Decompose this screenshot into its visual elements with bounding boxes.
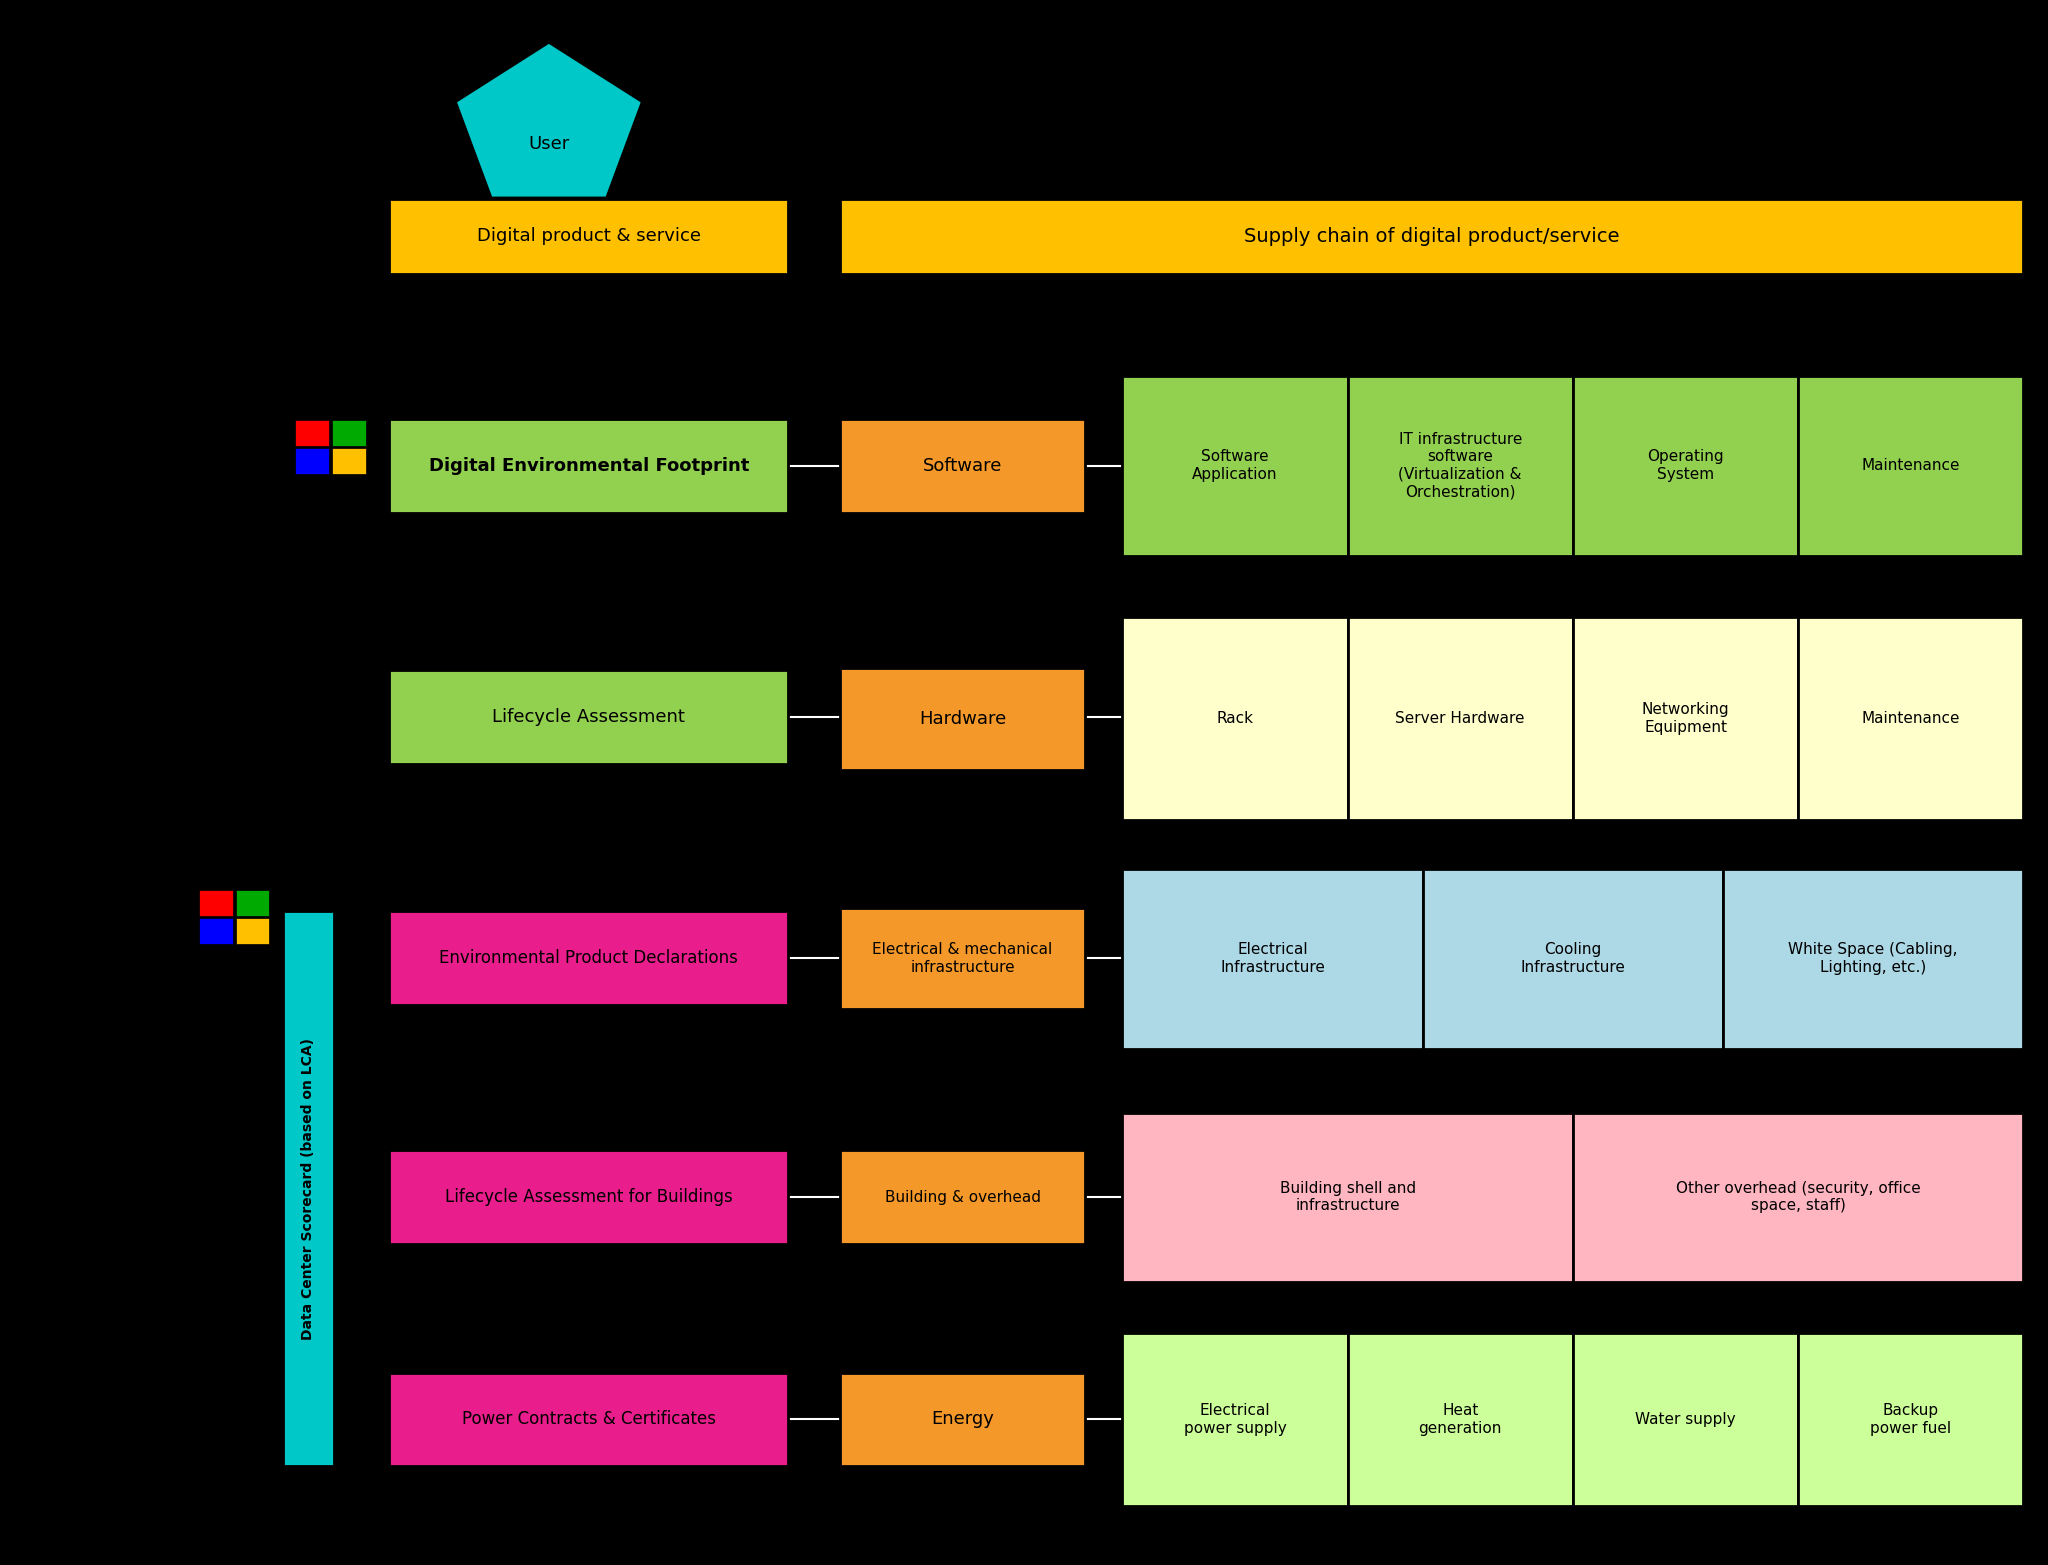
Text: Electrical
Infrastructure: Electrical Infrastructure bbox=[1221, 942, 1325, 975]
Text: Other overhead (security, office
space, staff): Other overhead (security, office space, … bbox=[1675, 1182, 1921, 1213]
Bar bbox=[295, 419, 330, 446]
Bar bbox=[236, 889, 270, 916]
FancyBboxPatch shape bbox=[840, 1373, 1085, 1466]
FancyBboxPatch shape bbox=[1722, 869, 2023, 1049]
Text: Software
Application: Software Application bbox=[1192, 449, 1278, 482]
FancyBboxPatch shape bbox=[1573, 1113, 2023, 1282]
FancyBboxPatch shape bbox=[1122, 376, 1348, 556]
FancyBboxPatch shape bbox=[840, 668, 1085, 770]
Text: Water supply: Water supply bbox=[1634, 1412, 1737, 1427]
FancyBboxPatch shape bbox=[1122, 1113, 1573, 1282]
FancyBboxPatch shape bbox=[1122, 869, 1423, 1049]
Text: Electrical & mechanical
infrastructure: Electrical & mechanical infrastructure bbox=[872, 942, 1053, 975]
Text: Rack: Rack bbox=[1217, 711, 1253, 726]
Bar bbox=[236, 917, 270, 944]
FancyBboxPatch shape bbox=[1573, 617, 1798, 820]
Text: Server Hardware: Server Hardware bbox=[1395, 711, 1526, 726]
FancyBboxPatch shape bbox=[283, 911, 334, 1466]
Text: Electrical
power supply: Electrical power supply bbox=[1184, 1404, 1286, 1435]
FancyBboxPatch shape bbox=[1798, 1333, 2023, 1506]
FancyBboxPatch shape bbox=[840, 1150, 1085, 1244]
Text: Maintenance: Maintenance bbox=[1862, 459, 1960, 473]
FancyBboxPatch shape bbox=[1423, 869, 1722, 1049]
FancyBboxPatch shape bbox=[840, 908, 1085, 1009]
FancyBboxPatch shape bbox=[1798, 376, 2023, 556]
Text: Digital Environmental Footprint: Digital Environmental Footprint bbox=[428, 457, 750, 476]
FancyBboxPatch shape bbox=[1573, 376, 1798, 556]
FancyBboxPatch shape bbox=[389, 199, 788, 274]
Text: Power Contracts & Certificates: Power Contracts & Certificates bbox=[461, 1410, 717, 1429]
Text: Cooling
Infrastructure: Cooling Infrastructure bbox=[1520, 942, 1626, 975]
FancyBboxPatch shape bbox=[1348, 1333, 1573, 1506]
FancyBboxPatch shape bbox=[1348, 617, 1573, 820]
Text: Building shell and
infrastructure: Building shell and infrastructure bbox=[1280, 1182, 1415, 1213]
Text: White Space (Cabling,
Lighting, etc.): White Space (Cabling, Lighting, etc.) bbox=[1788, 942, 1958, 975]
FancyBboxPatch shape bbox=[389, 1373, 788, 1466]
Text: Energy: Energy bbox=[932, 1410, 993, 1429]
Bar bbox=[295, 448, 330, 474]
Polygon shape bbox=[455, 42, 643, 197]
Text: Software: Software bbox=[924, 457, 1001, 476]
Bar bbox=[199, 889, 233, 916]
Text: Lifecycle Assessment for Buildings: Lifecycle Assessment for Buildings bbox=[444, 1188, 733, 1207]
Text: Digital product & service: Digital product & service bbox=[477, 227, 700, 246]
Bar bbox=[332, 419, 367, 446]
Bar bbox=[199, 917, 233, 944]
Bar bbox=[332, 448, 367, 474]
FancyBboxPatch shape bbox=[1122, 1333, 1348, 1506]
Text: Heat
generation: Heat generation bbox=[1419, 1404, 1501, 1435]
Text: Maintenance: Maintenance bbox=[1862, 711, 1960, 726]
Text: Supply chain of digital product/service: Supply chain of digital product/service bbox=[1243, 227, 1620, 246]
Text: Networking
Equipment: Networking Equipment bbox=[1642, 703, 1729, 734]
FancyBboxPatch shape bbox=[389, 419, 788, 513]
Text: Operating
System: Operating System bbox=[1647, 449, 1724, 482]
Text: Environmental Product Declarations: Environmental Product Declarations bbox=[440, 948, 737, 967]
Text: User: User bbox=[528, 135, 569, 153]
FancyBboxPatch shape bbox=[1122, 617, 1348, 820]
FancyBboxPatch shape bbox=[389, 1150, 788, 1244]
Text: Lifecycle Assessment: Lifecycle Assessment bbox=[492, 707, 686, 726]
FancyBboxPatch shape bbox=[1573, 1333, 1798, 1506]
FancyBboxPatch shape bbox=[1798, 617, 2023, 820]
FancyBboxPatch shape bbox=[840, 199, 2023, 274]
FancyBboxPatch shape bbox=[389, 911, 788, 1005]
Text: Building & overhead: Building & overhead bbox=[885, 1189, 1040, 1205]
Text: Backup
power fuel: Backup power fuel bbox=[1870, 1404, 1952, 1435]
FancyBboxPatch shape bbox=[389, 670, 788, 764]
Text: Hardware: Hardware bbox=[920, 711, 1006, 728]
Text: IT infrastructure
software
(Virtualization &
Orchestration): IT infrastructure software (Virtualizati… bbox=[1399, 432, 1522, 499]
FancyBboxPatch shape bbox=[840, 419, 1085, 513]
FancyBboxPatch shape bbox=[1348, 376, 1573, 556]
Text: Data Center Scorecard (based on LCA): Data Center Scorecard (based on LCA) bbox=[301, 1038, 315, 1340]
